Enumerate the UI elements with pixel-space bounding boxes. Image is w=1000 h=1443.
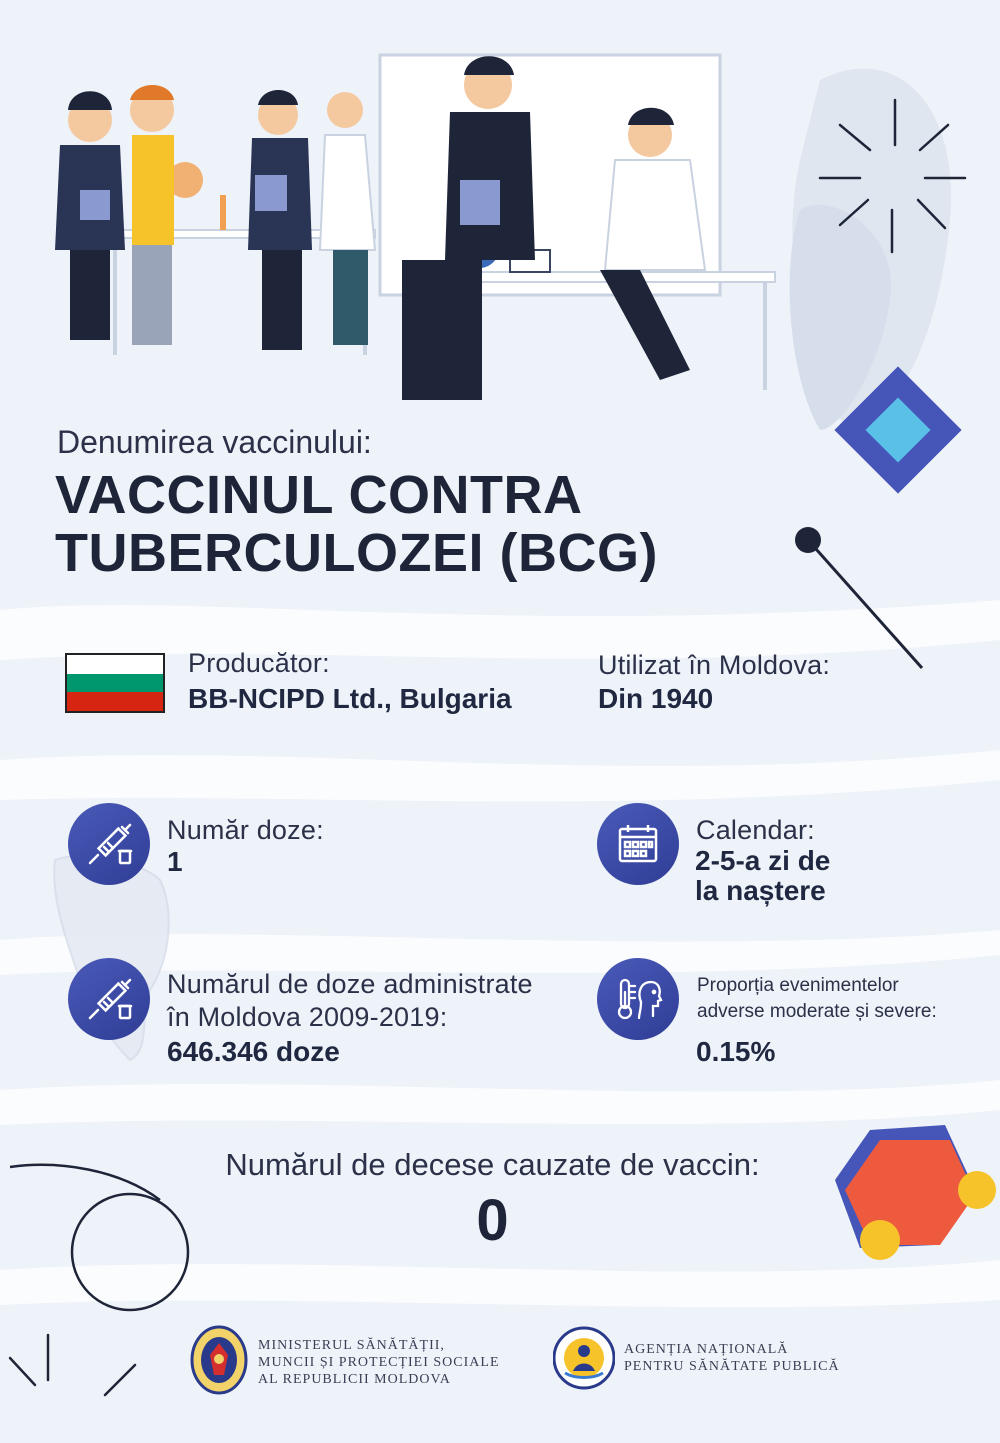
adverse-events-label-line2: adverse moderate și severe:	[697, 1001, 937, 1022]
diamond-decor	[834, 366, 962, 494]
vaccine-name-label: Denumirea vaccinului:	[57, 424, 372, 460]
agency-name-line1: AGENȚIA NAȚIONALĂ	[624, 1342, 789, 1357]
administered-value: 646.346 doze	[167, 1036, 340, 1067]
calendar-value-line2: la naștere	[695, 875, 826, 906]
agency-name-line2: PENTRU SĂNĂTATE PUBLICĂ	[624, 1359, 840, 1374]
agency-emblem-icon	[552, 1326, 616, 1390]
calendar-label: Calendar:	[696, 815, 815, 845]
agency-logo	[552, 1325, 616, 1396]
thermometer-icon	[597, 958, 679, 1040]
producer-label: Producător:	[188, 648, 330, 678]
deaths-label: Numărul de decese cauzate de vaccin:	[225, 1147, 760, 1182]
administered-label-line2: în Moldova 2009-2019:	[167, 1002, 448, 1032]
adverse-events-label: Proporția evenimentelor adverse moderate…	[697, 973, 937, 1025]
calendar-value: 2-5-a zi de la naștere	[695, 846, 830, 906]
administered-label-line1: Numărul de doze administrate	[167, 969, 533, 999]
doses-value: 1	[167, 846, 183, 877]
used-in-moldova-label: Utilizat în Moldova:	[598, 650, 831, 680]
vaccine-name-line1: VACCINUL CONTRA	[55, 465, 583, 525]
syringe-icon	[68, 803, 150, 885]
adverse-events-label-line1: Proporția evenimentelor	[697, 975, 899, 996]
doses-label: Număr doze:	[167, 815, 324, 845]
administered-label: Numărul de doze administrate în Moldova …	[167, 968, 533, 1034]
ministry-name-line1: MINISTERUL SĂNĂTĂȚII,	[258, 1338, 445, 1353]
adverse-events-value: 0.15%	[696, 1036, 776, 1067]
ministry-name-line3: AL REPUBLICII MOLDOVA	[258, 1372, 451, 1387]
used-in-moldova-value: Din 1940	[598, 683, 714, 714]
sunburst-decor	[818, 98, 967, 254]
leaf-decor	[789, 68, 952, 430]
ministry-logo	[190, 1325, 248, 1400]
calendar-value-line1: 2-5-a zi de	[695, 845, 831, 876]
circle-decor	[9, 1163, 190, 1312]
pin-decor	[795, 527, 924, 669]
vaccine-name: VACCINUL CONTRA TUBERCULOZEI (BCG)	[55, 466, 755, 582]
ministry-name-line2: MUNCII ȘI PROTECȚIEI SOCIALE	[258, 1355, 500, 1370]
ministry-name: MINISTERUL SĂNĂTĂȚII, MUNCII ȘI PROTECȚI…	[258, 1337, 500, 1388]
deaths-value: 0	[476, 1188, 509, 1253]
rays-bottom-decor	[8, 1333, 137, 1397]
producer-value: BB-NCIPD Ltd., Bulgaria	[188, 683, 512, 714]
ministry-emblem-icon	[190, 1325, 248, 1395]
calendar-icon	[597, 803, 679, 885]
bulgaria-flag-icon	[65, 653, 165, 713]
laboratory-illustration	[55, 53, 776, 400]
vaccine-name-line2: TUBERCULOZEI (BCG)	[55, 523, 658, 583]
agency-name: AGENȚIA NAȚIONALĂ PENTRU SĂNĂTATE PUBLIC…	[624, 1341, 840, 1375]
syringe-icon	[68, 958, 150, 1040]
hexagon-decor	[835, 1125, 996, 1260]
